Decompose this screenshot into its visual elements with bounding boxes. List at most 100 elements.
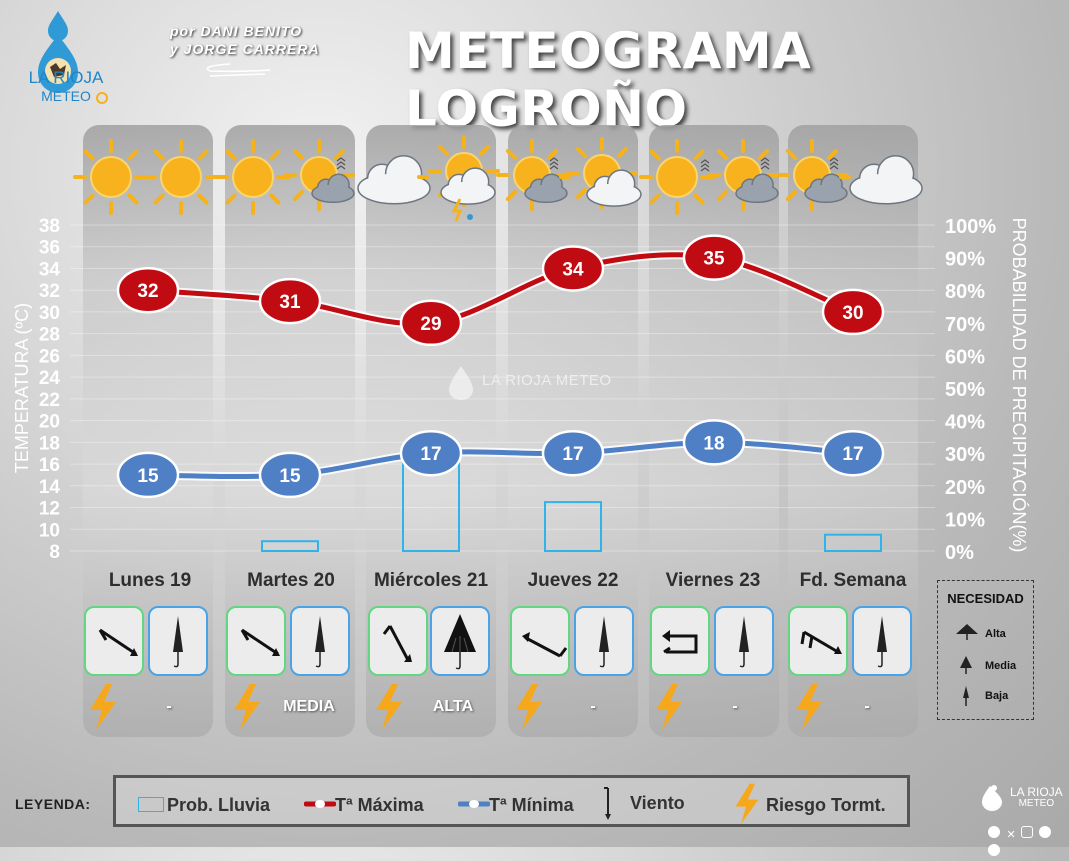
y-tick-label: 36 (39, 238, 60, 259)
signature (206, 63, 271, 77)
y-axis-label-left: TEMPERATURA (ºC) (12, 303, 32, 473)
rain-legend-swatch (138, 797, 164, 812)
day-label: Fd. Semana (799, 570, 907, 591)
whatsapp-icon[interactable] (988, 844, 1000, 856)
rain-bar (261, 540, 319, 552)
storm-risk-value: - (166, 698, 172, 715)
corner-logo-line2: METEO (1018, 798, 1055, 809)
y-tick-label-right: 80% (945, 281, 985, 303)
cloud-icon (524, 173, 568, 204)
instagram-icon[interactable] (1020, 826, 1033, 838)
cloud-fill (313, 184, 353, 201)
haze-line (829, 157, 839, 162)
tmax-point (541, 245, 605, 292)
wind-arrow-icon (98, 628, 138, 656)
tmax-data-label: 34 (562, 259, 584, 280)
tmin-point (682, 419, 746, 466)
telegram-icon[interactable] (1039, 826, 1052, 838)
legend-tmin: Tª Mínima (489, 795, 574, 815)
cloud-fill (852, 173, 920, 201)
tmax-data-label: 29 (420, 314, 441, 335)
sun-ray (197, 193, 209, 205)
tmax-line (147, 252, 854, 327)
tmin-point (258, 451, 322, 499)
haze-line (760, 161, 770, 166)
umbrella-box (714, 606, 774, 676)
haze-line (336, 165, 346, 170)
y-tick-label: 24 (39, 368, 61, 389)
haze-icon (336, 157, 346, 170)
sun-ray (693, 149, 705, 161)
y-tick-label-right: 40% (945, 412, 985, 434)
haze-line (336, 161, 346, 166)
need-legend-title: NECESIDAD (947, 591, 1024, 606)
sun-ray (225, 193, 237, 205)
sun-ray (575, 187, 588, 200)
facebook-icon[interactable] (988, 826, 1000, 838)
corner-logo-line1: LA RIOJA (1010, 785, 1063, 799)
wind-legend-icon (604, 787, 611, 820)
y-tick-label: 14 (39, 477, 61, 498)
sun-icon (73, 139, 149, 215)
sun-ray (269, 149, 281, 161)
cloud-icon (804, 173, 848, 204)
sun-ray (785, 189, 798, 202)
y-tick-label-right: 20% (945, 477, 985, 499)
lightning-icon (234, 684, 260, 730)
sun-ray (693, 193, 705, 205)
sun-disc (90, 156, 132, 198)
tmax-legend-swatch (304, 800, 336, 808)
tmin-legend-swatch (458, 800, 490, 808)
y-tick-label: 20 (39, 412, 60, 433)
umbrella-box (290, 606, 350, 676)
storm-risk-value: - (864, 698, 870, 715)
day-label: Martes 20 (247, 570, 335, 591)
sun-icon (639, 139, 715, 215)
sun-ray (225, 149, 237, 161)
sun-icon (143, 139, 219, 215)
legend-wind: Viento (630, 793, 685, 813)
svg-text:LA RIOJA: LA RIOJA (29, 68, 104, 87)
need-item-medium: Media (985, 660, 1017, 672)
lightning-icon (796, 684, 822, 730)
cloud-icon (357, 155, 431, 205)
svg-text:METEO: METEO (41, 88, 91, 104)
sun-ray (616, 146, 629, 159)
wind-box (226, 606, 286, 676)
need-legend-box (937, 580, 1034, 720)
wind-arrow-icon (800, 630, 842, 654)
umbrella-low-icon (315, 616, 325, 668)
legend-box (113, 775, 910, 827)
y-tick-label: 26 (39, 346, 60, 367)
umbrella-low-icon (877, 616, 887, 668)
sun-ray (505, 148, 518, 161)
y-tick-label: 18 (39, 433, 60, 454)
wind-box (368, 606, 428, 676)
umbrella-high-icon (444, 614, 476, 670)
y-tick-label-right: 50% (945, 379, 985, 401)
sun-ray (153, 149, 165, 161)
haze-line (700, 163, 710, 168)
umbrella-medium-icon (960, 656, 972, 674)
cloud-fill (360, 173, 428, 201)
day-label: Jueves 22 (527, 570, 619, 591)
rain-bar (824, 533, 882, 553)
day-label: Viernes 23 (665, 570, 761, 591)
wind-arrow-icon (240, 628, 280, 656)
y-tick-label-right: 60% (945, 346, 985, 368)
x-icon[interactable]: ✕ (1006, 829, 1016, 841)
haze-line (336, 157, 346, 162)
haze-line (700, 167, 710, 172)
cloud-icon (735, 173, 779, 204)
sun-ray (127, 149, 139, 161)
wind-arrow-icon (522, 632, 568, 658)
haze-icon (549, 157, 559, 170)
corner-logo-text: LA RIOJA METEO (1010, 786, 1063, 810)
tmax-data-label: 31 (279, 292, 301, 313)
wind-box (650, 606, 710, 676)
tmin-point (116, 451, 180, 499)
y-tick-label: 10 (39, 520, 60, 541)
tmin-point (399, 429, 463, 477)
y-tick-label-right: 10% (945, 509, 985, 531)
